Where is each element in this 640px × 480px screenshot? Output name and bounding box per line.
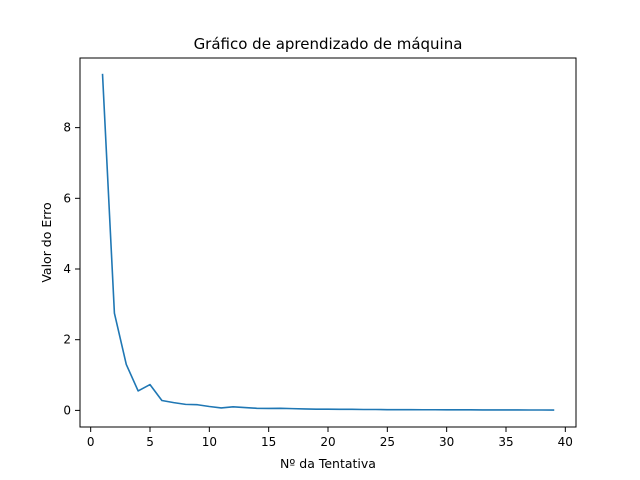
y-tick-label: 8	[63, 121, 71, 135]
y-tick-label: 6	[63, 191, 71, 205]
y-axis-label: Valor do Erro	[39, 202, 54, 282]
x-tick-label: 0	[87, 435, 95, 449]
x-tick-label: 30	[439, 435, 454, 449]
y-tick-label: 4	[63, 262, 71, 276]
chart-title: Gráfico de aprendizado de máquina	[194, 35, 463, 53]
x-tick-label: 20	[320, 435, 335, 449]
series-line	[101, 73, 555, 411]
x-tick-label: 35	[498, 435, 513, 449]
y-axis-ticks: 0 2 4 6 8	[63, 121, 80, 417]
x-tick-label: 5	[146, 435, 154, 449]
x-tick-label: 40	[558, 435, 573, 449]
x-tick-label: 10	[202, 435, 217, 449]
y-tick-label: 2	[63, 333, 71, 347]
x-tick-label: 25	[380, 435, 395, 449]
x-axis-label: Nº da Tentativa	[280, 456, 376, 471]
x-tick-label: 15	[261, 435, 276, 449]
plot-layer	[101, 73, 555, 411]
y-tick-label: 0	[63, 403, 71, 417]
x-axis-ticks: 0 5 10 15 20 25 30 35 40	[87, 427, 573, 449]
